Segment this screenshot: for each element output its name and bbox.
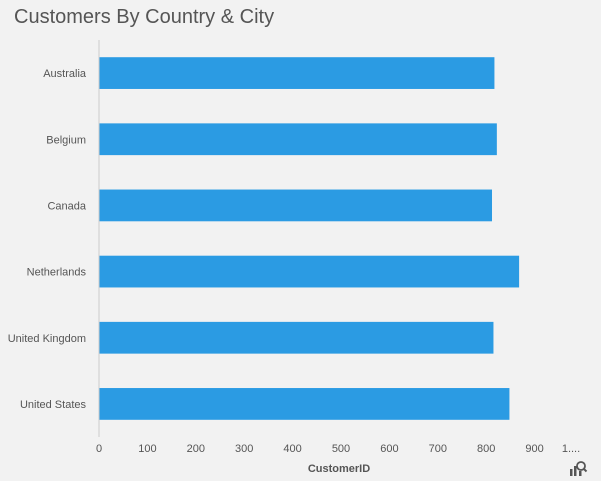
x-tick-label: 1.... <box>562 443 580 455</box>
x-tick-label: 900 <box>525 443 543 455</box>
x-tick-label: 800 <box>477 443 495 455</box>
category-label: Belgium <box>46 134 86 146</box>
x-tick-label: 700 <box>429 443 447 455</box>
category-label: United Kingdom <box>8 333 86 345</box>
x-tick-label: 200 <box>187 443 205 455</box>
x-tick-label: 400 <box>283 443 301 455</box>
x-axis-title: CustomerID <box>308 463 370 475</box>
x-tick-label: 300 <box>235 443 253 455</box>
x-tick-label: 100 <box>138 443 156 455</box>
category-label: Netherlands <box>27 267 87 279</box>
chart-title: Customers By Country & City <box>14 6 275 28</box>
bar-australia[interactable] <box>99 57 495 89</box>
category-label: Canada <box>47 200 86 212</box>
bar-united-kingdom[interactable] <box>99 321 494 354</box>
x-tick-label: 600 <box>380 443 398 455</box>
x-tick-label: 0 <box>96 443 102 455</box>
category-label: Australia <box>43 68 87 80</box>
bar-netherlands[interactable] <box>99 255 520 288</box>
bar-united-states[interactable] <box>99 388 510 420</box>
bar-canada[interactable] <box>99 189 493 222</box>
bar-belgium[interactable] <box>99 123 497 156</box>
x-tick-label: 500 <box>332 443 350 455</box>
bar-chart-search-icon[interactable] <box>568 458 588 478</box>
category-label: United States <box>20 399 87 411</box>
